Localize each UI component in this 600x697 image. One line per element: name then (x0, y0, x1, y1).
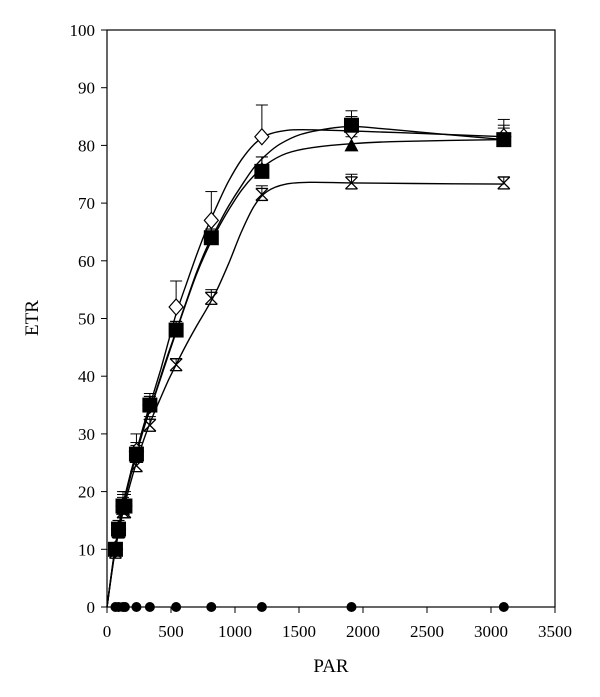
data-point-x-bar (345, 176, 358, 190)
fit-curve-open-diamond (106, 129, 504, 608)
data-point-filled-circle (131, 602, 142, 612)
data-point-filled-circle (171, 602, 182, 612)
y-tick-label: 40 (78, 367, 95, 386)
data-point-x-bar (143, 418, 157, 432)
x-tick-label: 500 (158, 622, 184, 641)
data-point-filled-square (168, 322, 184, 338)
data-point-x-bar (169, 358, 183, 372)
data-point-filled-square (128, 446, 144, 462)
y-tick-label: 20 (78, 483, 95, 502)
fit-curve-filled-triangle (106, 138, 504, 608)
data-point-open-diamond (203, 211, 220, 230)
x-tick-label: 3500 (538, 622, 572, 641)
y-tick-label: 50 (78, 310, 95, 329)
data-point-filled-square (111, 521, 127, 537)
data-point-filled-square (343, 117, 359, 133)
y-tick-label: 10 (78, 540, 95, 559)
data-point-filled-square (142, 397, 158, 413)
x-tick-label: 3000 (474, 622, 508, 641)
x-bar-stroke (169, 358, 183, 372)
x-tick-label: 1000 (218, 622, 252, 641)
y-axis-title: ETR (22, 300, 43, 336)
y-tick-label: 30 (78, 425, 95, 444)
x-axis-title: PAR (313, 656, 349, 677)
fit-curve-x-bar (106, 181, 504, 608)
y-tick-label: 80 (78, 136, 95, 155)
data-point-filled-square (254, 163, 270, 179)
data-point-filled-square (496, 132, 512, 148)
y-tick-label: 100 (70, 21, 96, 40)
data-point-filled-circle (498, 602, 509, 612)
x-tick-label: 2000 (346, 622, 380, 641)
data-point-filled-circle (346, 602, 357, 612)
fit-curves (106, 125, 504, 608)
data-point-filled-triangle (344, 138, 359, 152)
y-tick-label: 70 (78, 194, 95, 213)
y-tick-label: 60 (78, 252, 95, 271)
data-point-filled-square (203, 230, 219, 246)
x-bar-stroke (204, 291, 218, 305)
data-point-filled-square (117, 498, 133, 514)
data-point-filled-square (107, 541, 123, 557)
x-bar-stroke (345, 176, 358, 190)
x-bar-stroke (143, 418, 157, 432)
data-point-filled-circle (256, 602, 267, 612)
data-markers (107, 117, 512, 612)
x-tick-label: 2500 (410, 622, 444, 641)
data-point-filled-circle (144, 602, 155, 612)
axis-ticks: 0 500 1000 1500 2000 2500 3000 3500 0 10 20 30 40 50 6… (70, 21, 573, 641)
data-point-open-diamond (168, 298, 184, 316)
data-point-x-bar (497, 176, 511, 190)
x-bar-stroke (255, 187, 269, 201)
data-point-filled-circle (206, 602, 217, 612)
y-tick-label: 90 (78, 79, 95, 98)
data-point-filled-circle (119, 602, 130, 612)
x-tick-label: 1500 (282, 622, 316, 641)
data-point-x-bar (204, 291, 218, 305)
fit-curve-filled-square (106, 125, 504, 608)
x-tick-label: 0 (103, 622, 112, 641)
data-point-open-diamond (254, 127, 270, 146)
data-point-x-bar (255, 187, 269, 202)
x-bar-stroke (497, 176, 511, 190)
y-tick-label: 0 (87, 598, 96, 617)
